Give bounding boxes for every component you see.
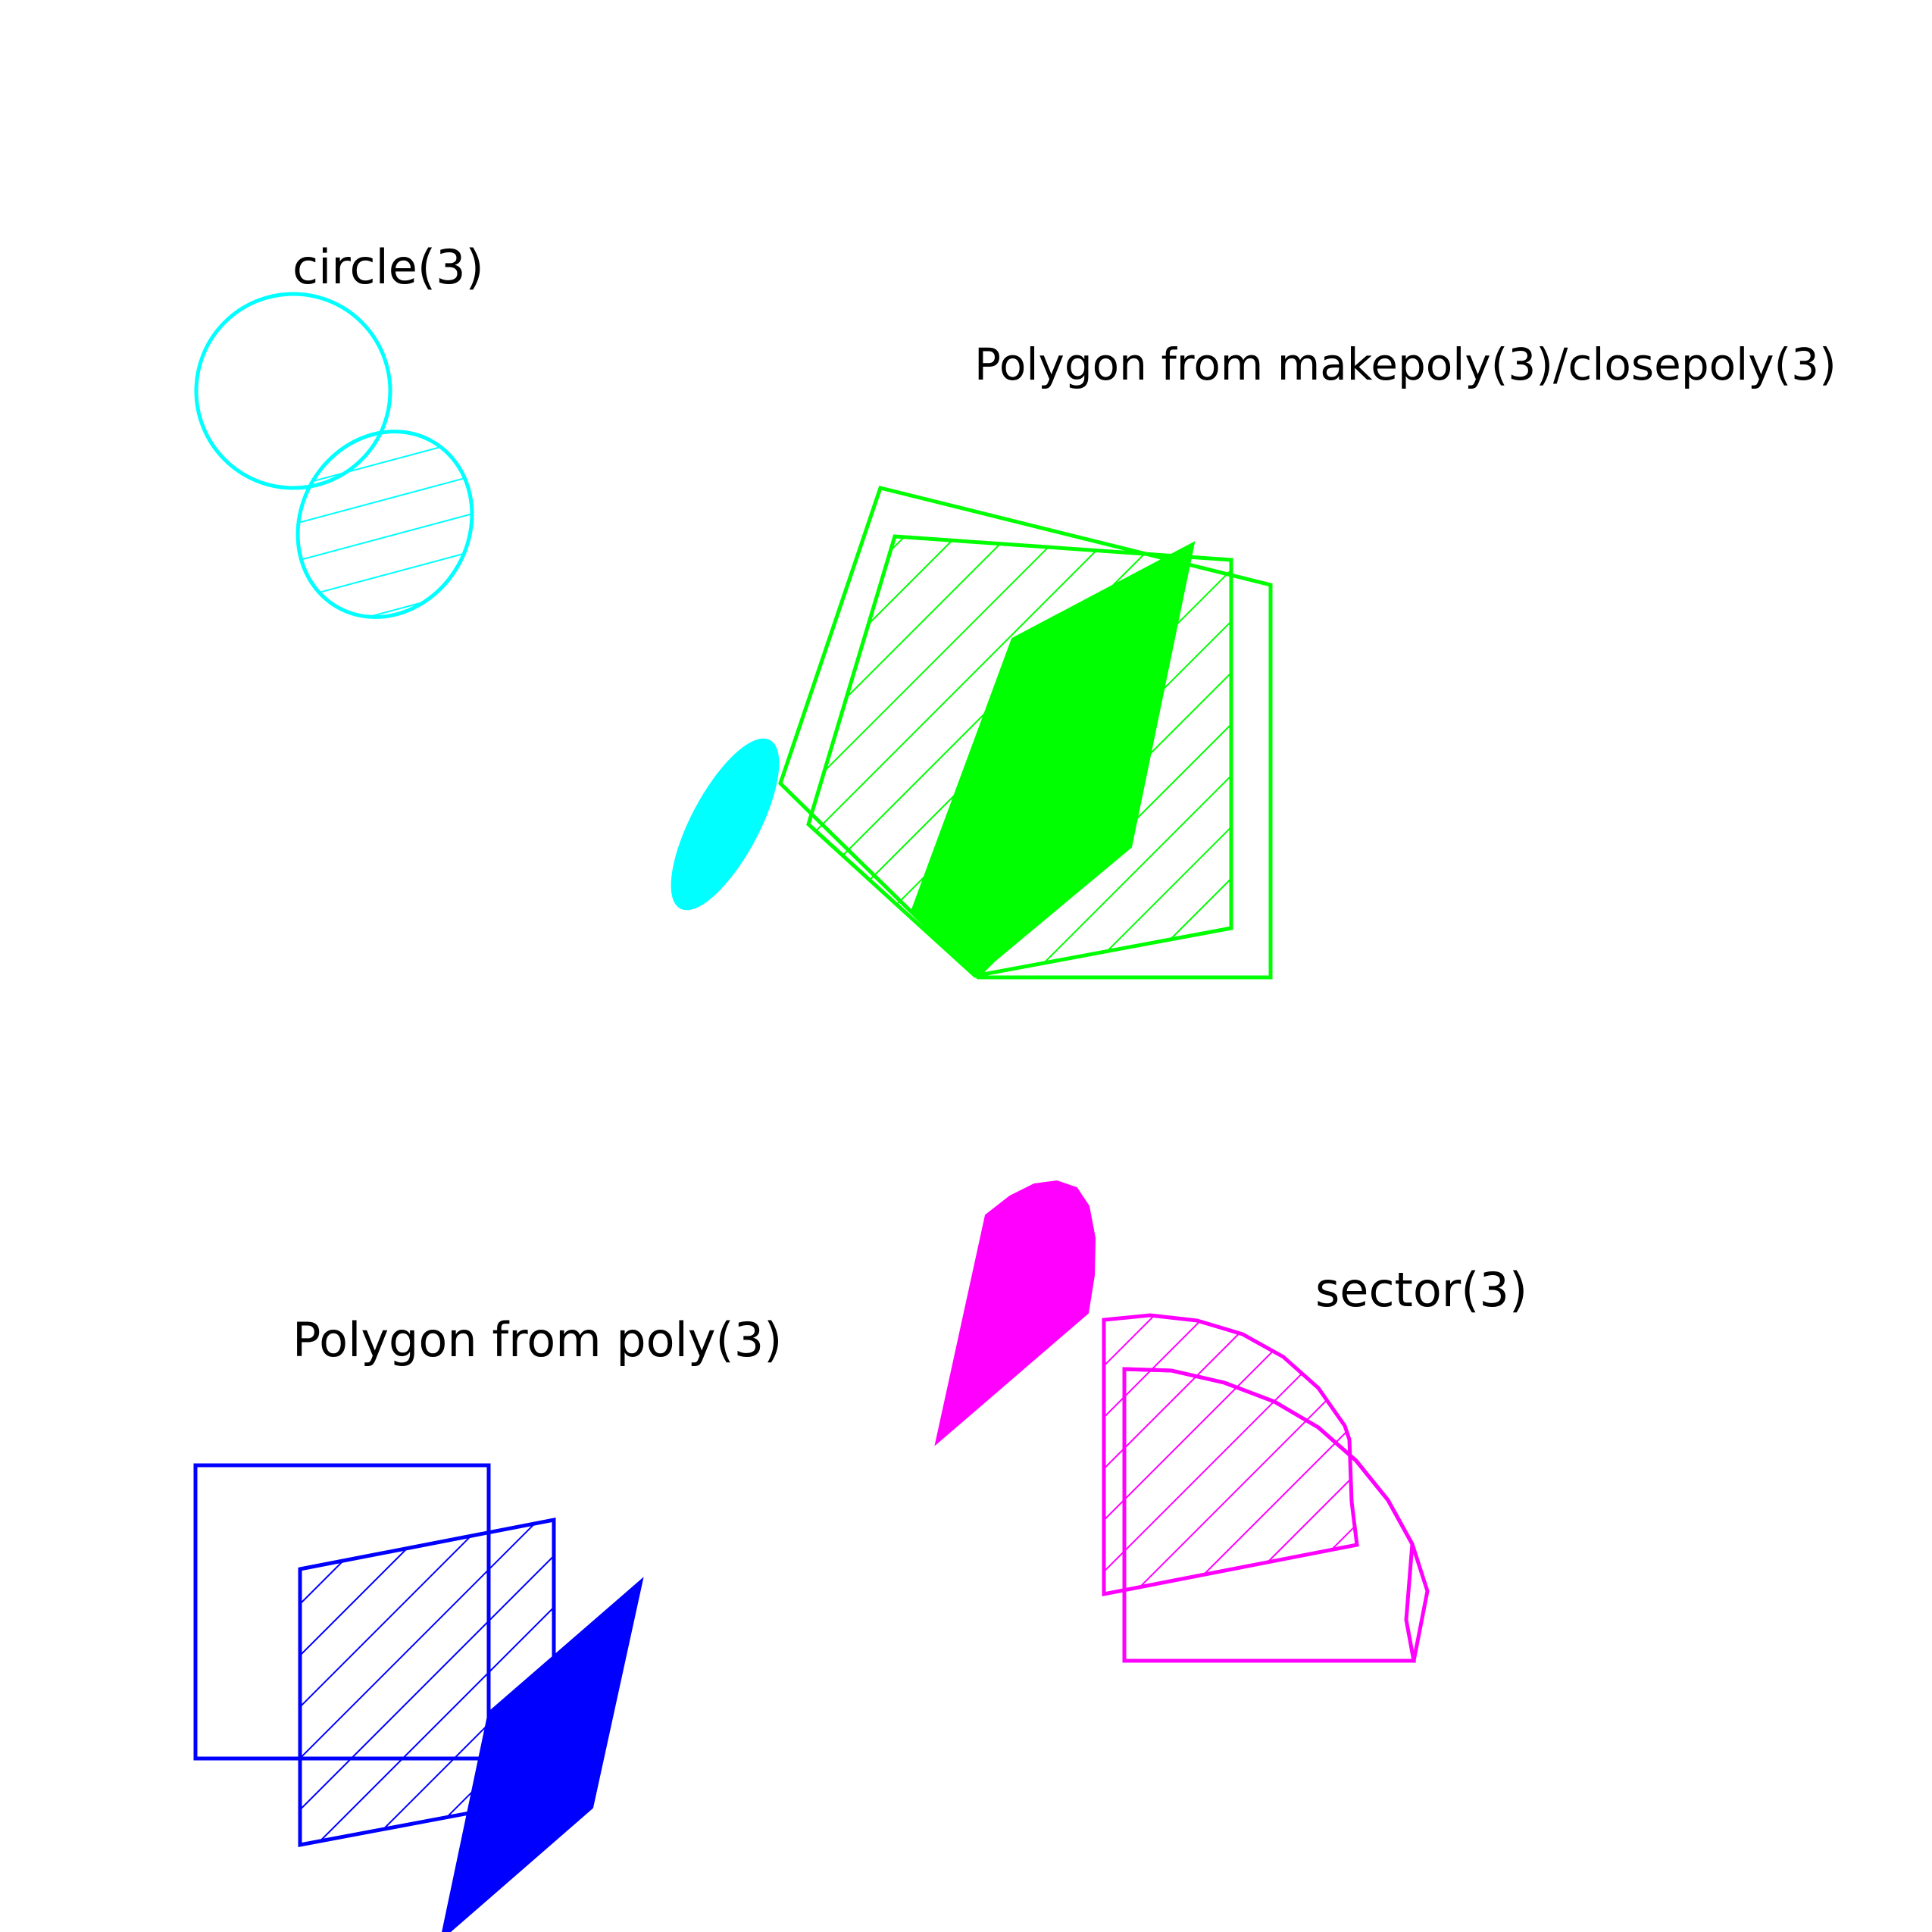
poly-group xyxy=(193,1463,644,1932)
circle-label: circle(3) xyxy=(292,239,484,295)
sector-label: sector(3) xyxy=(1315,1262,1528,1318)
circle-group xyxy=(194,292,780,911)
circle-hatched-ellipse xyxy=(295,430,474,619)
sector-filled xyxy=(934,1180,1096,1446)
sector-group xyxy=(934,1180,1430,1663)
circle-filled-ellipse xyxy=(671,738,780,911)
poly-filled-quad xyxy=(442,1577,644,1932)
makepoly-filled-pentagon xyxy=(910,541,1196,977)
circle-outline xyxy=(194,292,392,490)
poly-label: Polygon from poly(3) xyxy=(292,1312,783,1368)
sector-hatched xyxy=(1102,1313,1359,1597)
makepoly-label: Polygon from makepoly(3)/closepoly(3) xyxy=(974,339,1837,390)
makepoly-group xyxy=(778,486,1273,980)
